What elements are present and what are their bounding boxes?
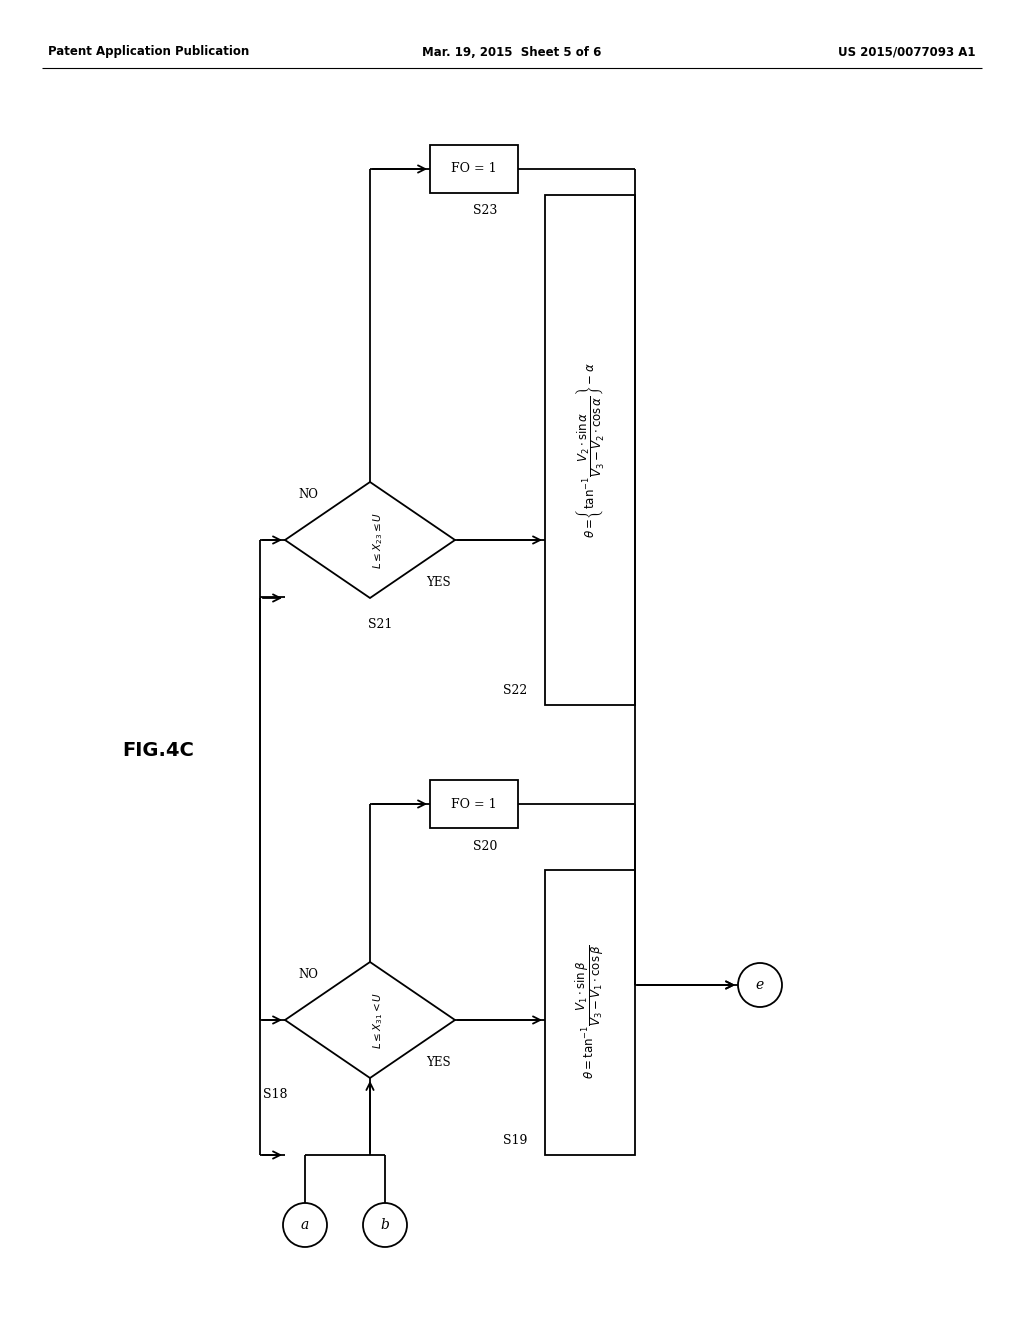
Bar xyxy=(545,195,635,705)
Circle shape xyxy=(738,964,782,1007)
Text: e: e xyxy=(756,978,764,993)
Text: FIG.4C: FIG.4C xyxy=(122,741,194,759)
Polygon shape xyxy=(285,962,455,1078)
Text: US 2015/0077093 A1: US 2015/0077093 A1 xyxy=(839,45,976,58)
Text: FO = 1: FO = 1 xyxy=(452,797,497,810)
Text: YES: YES xyxy=(426,1056,451,1068)
Circle shape xyxy=(283,1203,327,1247)
Text: FO = 1: FO = 1 xyxy=(452,162,497,176)
Circle shape xyxy=(362,1203,407,1247)
Text: YES: YES xyxy=(426,576,451,589)
Text: S18: S18 xyxy=(263,1089,288,1101)
Text: $L \leq X_{31} < U$: $L \leq X_{31} < U$ xyxy=(371,991,385,1048)
Bar xyxy=(430,145,518,193)
Text: Patent Application Publication: Patent Application Publication xyxy=(48,45,249,58)
Polygon shape xyxy=(285,482,455,598)
Bar xyxy=(430,780,518,828)
Text: b: b xyxy=(381,1218,389,1232)
Text: S19: S19 xyxy=(503,1134,527,1147)
Text: S23: S23 xyxy=(473,205,498,218)
Text: S20: S20 xyxy=(473,840,498,853)
Text: $\theta = \tan^{-1}\!\dfrac{V_1 \cdot \sin\beta}{V_3 - V_1 \cdot \cos\beta}$: $\theta = \tan^{-1}\!\dfrac{V_1 \cdot \s… xyxy=(573,945,606,1080)
Text: Mar. 19, 2015  Sheet 5 of 6: Mar. 19, 2015 Sheet 5 of 6 xyxy=(422,45,602,58)
Text: $\theta = \!\left\{\tan^{-1}\!\dfrac{V_2 \cdot \sin\alpha}{V_3 - V_2 \cdot \cos\: $\theta = \!\left\{\tan^{-1}\!\dfrac{V_2… xyxy=(574,362,606,537)
Text: a: a xyxy=(301,1218,309,1232)
Text: NO: NO xyxy=(298,488,317,502)
Text: NO: NO xyxy=(298,969,317,982)
Bar xyxy=(545,870,635,1155)
Text: S21: S21 xyxy=(368,619,392,631)
Text: $L \leq X_{23} \leq U$: $L \leq X_{23} \leq U$ xyxy=(371,511,385,569)
Text: S22: S22 xyxy=(503,684,527,697)
